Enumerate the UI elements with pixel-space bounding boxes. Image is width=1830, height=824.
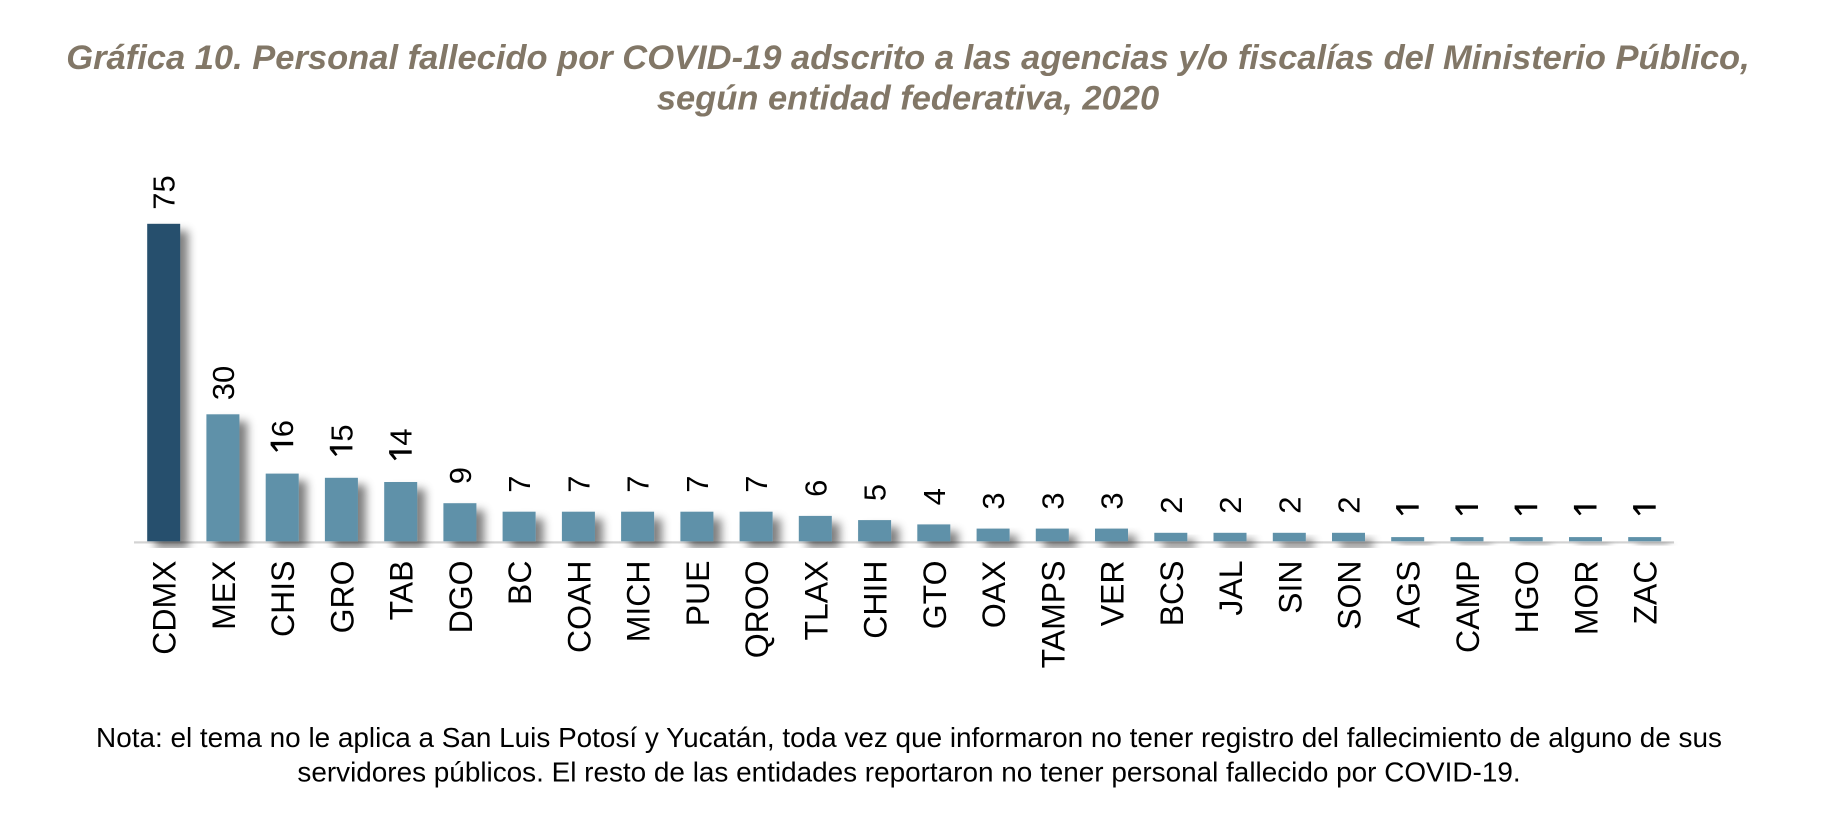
svg-text:4: 4 (917, 488, 952, 505)
svg-text:MOR: MOR (1569, 561, 1605, 636)
svg-text:CDMX: CDMX (147, 561, 183, 655)
svg-text:2: 2 (1213, 497, 1248, 514)
svg-text:OAX: OAX (976, 561, 1012, 629)
svg-text:CHIS: CHIS (265, 561, 301, 637)
svg-text:7: 7 (502, 475, 537, 492)
svg-text:QROO: QROO (739, 561, 775, 659)
svg-text:3: 3 (1035, 492, 1070, 509)
svg-text:TLAX: TLAX (798, 561, 834, 641)
svg-text:6: 6 (265, 420, 300, 437)
svg-text:BCS: BCS (1154, 561, 1190, 627)
svg-text:2: 2 (1332, 497, 1367, 514)
svg-text:5: 5 (858, 484, 893, 501)
svg-text:MICH: MICH (621, 561, 657, 643)
svg-text:75: 75 (147, 175, 182, 209)
svg-text:6: 6 (798, 480, 833, 497)
svg-text:HGO: HGO (1509, 561, 1545, 634)
svg-text:GTO: GTO (917, 561, 953, 630)
svg-text:7: 7 (739, 475, 774, 492)
svg-text:VER: VER (1095, 561, 1131, 627)
svg-text:7: 7 (680, 475, 715, 492)
svg-text:5: 5 (324, 424, 359, 441)
svg-text:TAB: TAB (384, 561, 420, 621)
svg-text:7: 7 (561, 475, 596, 492)
svg-text:DGO: DGO (443, 561, 479, 634)
svg-text:TAMPS: TAMPS (1035, 561, 1071, 669)
svg-text:30: 30 (206, 366, 241, 400)
svg-text:PUE: PUE (680, 561, 716, 627)
svg-text:AGS: AGS (1391, 561, 1427, 629)
svg-text:7: 7 (621, 475, 656, 492)
svg-text:según entidad federativa, 2020: según entidad federativa, 2020 (657, 80, 1159, 118)
svg-text:GRO: GRO (324, 561, 360, 634)
svg-text:2: 2 (1272, 497, 1307, 514)
svg-text:Nota: el tema no le aplica a S: Nota: el tema no le aplica a San Luis Po… (96, 722, 1722, 753)
svg-text:2: 2 (1154, 497, 1189, 514)
svg-text:COAH: COAH (561, 561, 597, 653)
svg-text:9: 9 (443, 467, 478, 484)
svg-text:JAL: JAL (1213, 561, 1249, 616)
svg-text:MEX: MEX (206, 561, 242, 630)
svg-text:3: 3 (1095, 492, 1130, 509)
svg-text:3: 3 (976, 492, 1011, 509)
svg-text:CHIH: CHIH (858, 561, 894, 639)
svg-text:SON: SON (1332, 561, 1368, 630)
svg-text:Gráfica 10. Personal fallecido: Gráfica 10. Personal fallecido por COVID… (66, 39, 1749, 77)
svg-text:4: 4 (384, 429, 419, 446)
svg-text:servidores públicos. El resto: servidores públicos. El resto de las ent… (297, 757, 1520, 788)
svg-text:CAMP: CAMP (1450, 561, 1486, 653)
svg-text:ZAC: ZAC (1628, 561, 1664, 625)
svg-text:SIN: SIN (1272, 561, 1308, 614)
svg-text:BC: BC (502, 561, 538, 605)
